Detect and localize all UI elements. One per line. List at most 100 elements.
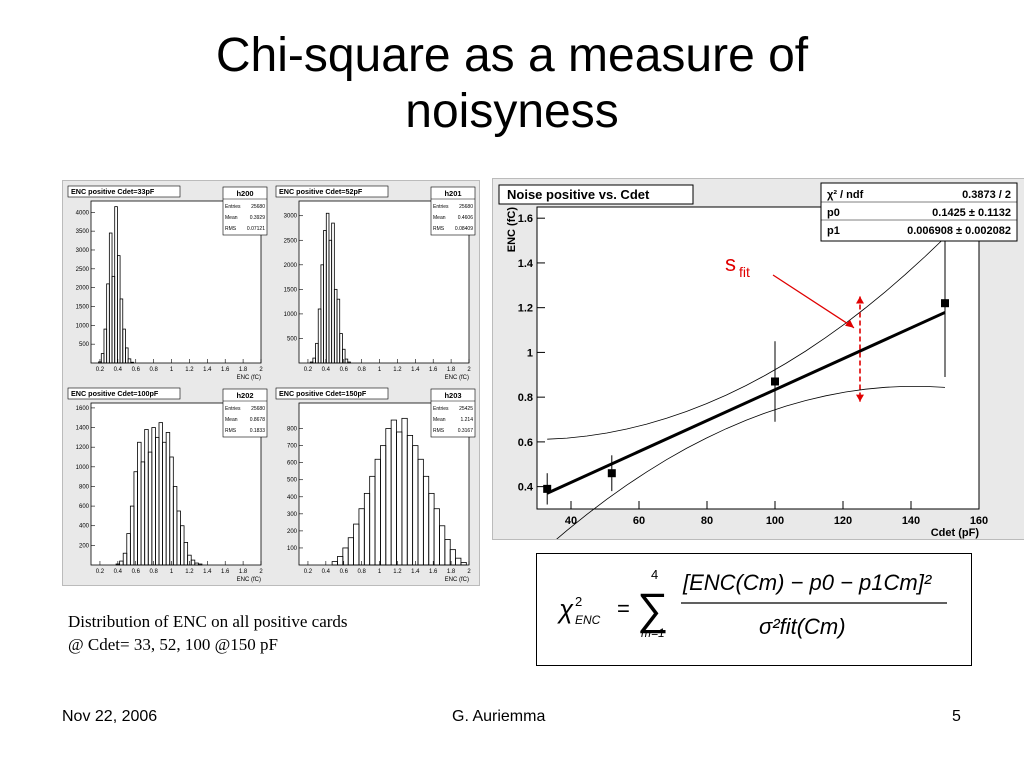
stats-entries-value: 25680	[251, 204, 265, 210]
stats-mean-value: 0.3929	[250, 215, 266, 221]
x-tick-label: 0.8	[357, 367, 366, 373]
stats-name: h200	[236, 189, 253, 198]
footer-author: G. Auriemma	[452, 708, 546, 725]
stats-mean-label: Mean	[225, 417, 238, 423]
stats-rms-value: 0.3167	[458, 428, 474, 434]
y-tick-label: 1	[527, 347, 533, 359]
stats-entries-label: Entries	[225, 204, 241, 210]
y-tick-label: 1000	[284, 312, 298, 318]
histogram-h203: ENC positive Cdet=150pF h203 Entries 25425 M…	[273, 385, 477, 583]
histogram-h200: ENC positive Cdet=33pF h200 Entries 25680 Me…	[65, 183, 269, 381]
stats-name: h202	[236, 391, 253, 400]
histogram-title-box	[67, 185, 181, 198]
y-tick-label: 1000	[76, 465, 90, 471]
y-tick-label: 3000	[284, 214, 298, 220]
stats-rms-label: RMS	[225, 428, 237, 434]
data-point	[543, 473, 552, 505]
formula-chi-sup: 2	[575, 594, 582, 609]
x-tick-label: 1.8	[239, 569, 248, 575]
x-tick-label: 1	[378, 569, 382, 575]
stats-entries-value: 25425	[459, 406, 473, 412]
histogram-h201: ENC positive Cdet=52pF h201 Entries 25680 Me…	[273, 183, 477, 381]
histogram-bar	[449, 549, 456, 566]
stats-mean-value: 0.8678	[250, 417, 266, 423]
formula-denominator: σ²fit(Cm)	[759, 614, 846, 639]
x-tick-label: 0.6	[132, 569, 141, 575]
x-tick-label: 1.2	[393, 569, 402, 575]
caption-line-1: Distribution of ENC on all positive card…	[68, 612, 348, 631]
histogram-bar	[127, 358, 132, 364]
x-tick-label: 2	[467, 367, 471, 373]
y-tick-label: 800	[79, 484, 90, 490]
x-tick-label: 40	[565, 515, 577, 527]
x-tick-label: 1	[170, 367, 174, 373]
histogram-title-box	[67, 387, 181, 400]
plot-frame	[536, 206, 980, 510]
histogram-caption: Distribution of ENC on all positive card…	[68, 610, 348, 656]
stats-rms-label: RMS	[433, 226, 445, 232]
histogram-bar	[190, 559, 196, 566]
stats-entries-label: Entries	[433, 406, 449, 412]
histogram-grid-panel: ENC positive Cdet=33pF h200 Entries 25680 Me…	[62, 180, 480, 586]
x-tick-label: 1.8	[447, 367, 456, 373]
x-tick-label: 1.2	[185, 367, 194, 373]
footer-page-number: 5	[952, 708, 961, 725]
histogram-title: ENC positive Cdet=150pF	[279, 389, 367, 398]
fit-band-lower	[546, 386, 946, 548]
y-tick-label: 400	[79, 524, 90, 530]
y-tick-label: 500	[79, 342, 90, 348]
x-tick-label: 0.2	[96, 569, 105, 575]
chart-title: Noise positive vs. Cdet	[507, 187, 650, 202]
stats-rms-label: RMS	[225, 226, 237, 232]
x-tick-label: 100	[766, 515, 784, 527]
histogram-bar	[122, 328, 126, 364]
data-point	[607, 455, 616, 492]
formula-sum-top: 4	[651, 567, 658, 582]
formula-chi-sub: ENC	[575, 613, 601, 627]
fit-line	[546, 311, 946, 495]
stats-mean-label: Mean	[433, 215, 446, 221]
stats-mean-label: Mean	[433, 417, 446, 423]
x-tick-label: 0.2	[304, 367, 313, 373]
x-tick-label: 120	[834, 515, 852, 527]
x-tick-label: 0.2	[96, 367, 105, 373]
y-tick-label: 600	[79, 504, 90, 510]
slide-title: Chi-square as a measure of noisyness	[0, 28, 1024, 140]
x-tick-label: 1	[378, 367, 382, 373]
y-tick-label: 1500	[76, 304, 90, 310]
y-tick-label: 500	[287, 478, 298, 484]
histogram-bar	[336, 298, 341, 364]
stats-name: h203	[444, 391, 461, 400]
y-tick-label: 500	[287, 336, 298, 342]
histogram-bar	[460, 562, 467, 566]
x-axis-label: ENC (fC)	[237, 577, 261, 583]
y-tick-label: 300	[287, 512, 298, 518]
x-tick-label: 0.4	[322, 367, 331, 373]
stats-box	[430, 186, 476, 236]
histogram-bar	[130, 361, 134, 364]
formula-sigma-sign: ∑	[637, 585, 668, 634]
stats-mean-value: 1.214	[460, 417, 473, 423]
fit-stat-p1-value: 0.006908 ± 0.002082	[907, 225, 1011, 237]
y-tick-label: 1.2	[518, 303, 533, 315]
title-line-1: Chi-square as a measure of	[215, 29, 809, 82]
y-tick-label: 4000	[76, 210, 90, 216]
x-tick-label: 2	[259, 367, 263, 373]
data-point	[771, 341, 779, 422]
x-tick-label: 1.8	[447, 569, 456, 575]
y-tick-label: 100	[287, 546, 298, 552]
x-tick-label: 160	[970, 515, 988, 527]
x-tick-label: 0.6	[340, 367, 349, 373]
histogram-title: ENC positive Cdet=33pF	[71, 187, 155, 196]
data-point	[941, 229, 949, 378]
point-marker	[607, 469, 616, 478]
title-line-2: noisyness	[405, 85, 619, 138]
formula-equals: =	[617, 596, 630, 621]
caption-line-2: @ Cdet= 33, 52, 100 @150 pF	[68, 635, 278, 654]
x-axis-label: Cdet (pF)	[931, 527, 980, 539]
x-tick-label: 2	[467, 569, 471, 575]
stats-box	[222, 186, 268, 236]
formula-svg: χ 2 ENC = 4 ∑ m=1 [ENC(Cm) − p0 − p1Cm]²…	[557, 567, 947, 640]
y-tick-label: 0.4	[518, 482, 534, 494]
x-tick-label: 1.4	[203, 367, 212, 373]
